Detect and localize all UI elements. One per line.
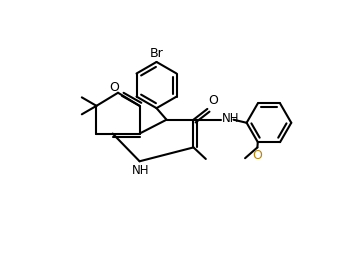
Text: O: O xyxy=(252,149,262,162)
Text: O: O xyxy=(110,81,120,94)
Text: O: O xyxy=(208,94,218,107)
Text: Br: Br xyxy=(150,47,163,60)
Text: NH: NH xyxy=(222,113,240,126)
Text: NH: NH xyxy=(132,164,149,177)
